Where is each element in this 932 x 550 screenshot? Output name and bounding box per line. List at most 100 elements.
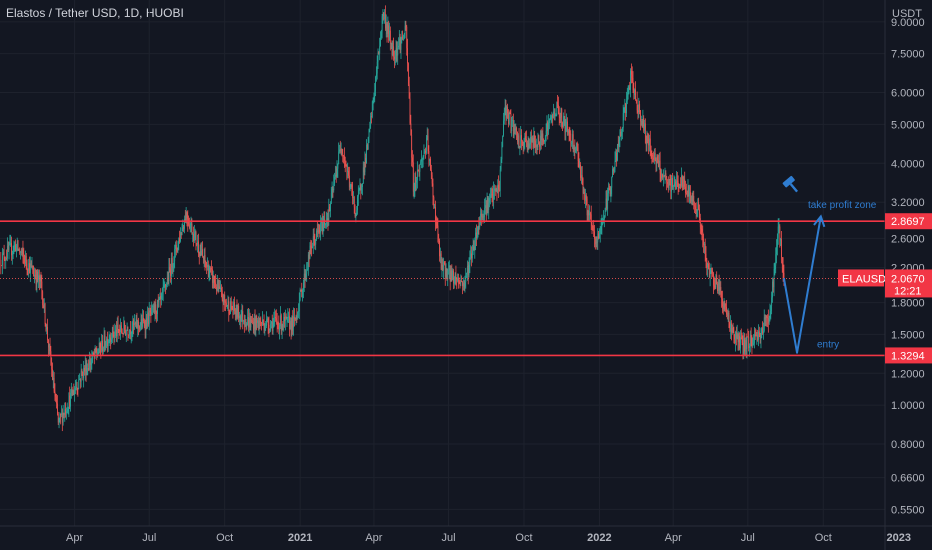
candle-body [730,323,732,332]
candle-body [159,295,161,299]
candle-body [764,317,766,319]
time-tick-label: Jul [442,532,456,544]
candle-body [640,121,642,122]
candle-body [268,324,270,331]
candle-body [402,36,404,40]
candle-body [702,232,704,239]
candle-body [381,16,383,32]
candle-body [637,110,639,113]
candle-body [286,317,288,318]
candle-body [204,254,206,262]
candle-body [690,192,691,203]
candle-body [241,311,243,317]
candle-body [245,324,247,327]
candle-body [289,316,290,330]
candle-body [428,150,430,161]
time-tick-label: Jul [142,532,156,544]
candle-body [28,263,30,272]
candle-body [88,368,90,371]
candle-body [332,188,334,191]
candle-body [363,167,365,173]
candle-body [224,294,226,302]
candle-body [89,360,91,365]
candle-body [660,173,662,179]
candle-body [393,46,395,57]
candle-body [488,202,490,211]
candle-body [39,276,41,282]
candle-body [223,294,225,303]
candle-body [149,310,151,313]
candle-body [617,144,619,146]
candle-body [525,136,527,140]
candle-body [561,108,563,123]
candle-body [744,338,746,352]
candle-body [193,232,195,241]
candle-body [627,93,629,96]
candle-body [653,157,654,160]
candle-body [164,284,166,286]
candle-body [116,329,117,337]
candle-body [303,273,305,284]
candle-body [626,95,628,101]
candle-body [745,340,747,350]
candle-body [510,113,512,132]
candle-body [499,169,501,191]
candle-body [331,188,333,193]
candle-body [589,213,591,216]
candle-body [333,183,335,191]
candle-body [382,12,384,17]
candle-body [57,403,58,414]
candle-body [130,329,131,335]
candle-body [407,48,408,64]
candle-body [34,274,36,278]
price-tick-label: 1.0000 [891,400,925,412]
candle-body [362,167,364,184]
candle-body [483,214,485,218]
candle-body [14,244,16,246]
candle-body [778,226,780,228]
candle-body [196,243,198,245]
candle-body [403,38,404,40]
candle-body [721,296,723,299]
candle-body [78,379,80,389]
candle-body [699,218,701,228]
candle-body [634,89,636,95]
candle-body [493,190,495,200]
candle-body [409,98,411,124]
candle-body [313,236,315,240]
candle-body [231,308,233,310]
candle-body [544,140,545,142]
candle-body [197,241,199,245]
candle-body [147,312,149,327]
candle-body [503,109,505,121]
candle-body [557,102,559,105]
candle-body [275,318,277,321]
candle-body [417,170,419,172]
candle-body [298,311,299,313]
candle-body [562,122,563,128]
candle-body [540,135,542,141]
candle-body [254,318,256,330]
time-tick-label: 2022 [587,532,611,544]
candle-body [779,226,781,241]
candle-body [630,70,632,90]
candle-body [745,340,746,352]
candle-body [52,378,54,380]
price-axis-unit: USDT [892,8,922,20]
candle-body [485,205,486,208]
candle-body [35,277,37,285]
candle-body [699,209,700,219]
candle-body [148,312,149,325]
candle-body [299,289,301,301]
candle-body [583,192,585,194]
candle-body [708,263,709,269]
candle-body [338,151,340,165]
candle-body [733,332,735,339]
candle-body [590,213,591,215]
candle-body [737,334,739,343]
price-tick-label: 0.8000 [891,439,925,451]
candle-body [72,390,74,396]
candle-body [249,318,251,328]
candle-body [681,175,683,186]
